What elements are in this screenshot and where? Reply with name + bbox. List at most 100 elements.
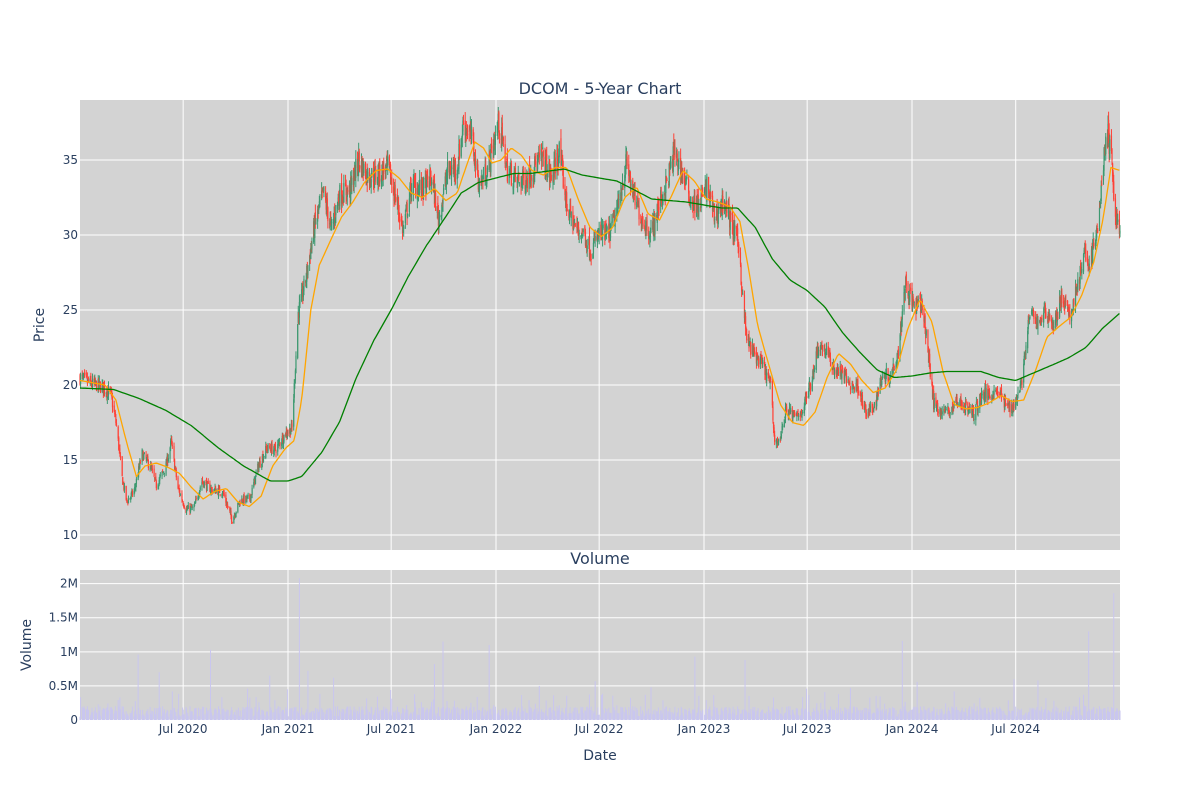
volume-bar bbox=[225, 711, 227, 720]
volume-bar bbox=[219, 714, 221, 720]
volume-bar bbox=[746, 711, 748, 720]
candle-body bbox=[225, 494, 227, 503]
volume-bar bbox=[315, 708, 317, 720]
volume-bar bbox=[370, 714, 372, 720]
volume-bar bbox=[341, 708, 343, 720]
volume-bar bbox=[959, 715, 961, 720]
candle-body bbox=[545, 152, 547, 156]
candle-body bbox=[213, 488, 216, 492]
volume-bar bbox=[837, 715, 839, 720]
volume-bar bbox=[502, 708, 504, 720]
candle-body bbox=[682, 173, 684, 175]
volume-bar bbox=[981, 715, 983, 720]
volume-bar bbox=[749, 715, 751, 720]
volume-bar bbox=[868, 711, 870, 720]
candle-body bbox=[293, 383, 295, 398]
candle-body bbox=[85, 372, 87, 376]
volume-bar bbox=[458, 708, 460, 720]
candle-body bbox=[277, 444, 279, 452]
volume-bar bbox=[513, 710, 515, 720]
candle-body bbox=[1111, 163, 1114, 177]
candle-body bbox=[959, 400, 961, 407]
volume-plot-area[interactable] bbox=[80, 570, 1120, 720]
candle-body bbox=[1027, 330, 1029, 349]
volume-bar bbox=[864, 714, 866, 720]
candle-body bbox=[881, 380, 883, 385]
volume-bar bbox=[899, 709, 901, 720]
volume-bar bbox=[629, 697, 631, 720]
candle-body bbox=[230, 510, 232, 517]
candle-body bbox=[1013, 404, 1015, 409]
candle-body bbox=[458, 144, 461, 159]
candle-body bbox=[391, 177, 393, 186]
candle-body bbox=[537, 158, 539, 170]
volume-bar bbox=[895, 710, 897, 720]
volume-bar bbox=[989, 712, 991, 720]
volume-bar bbox=[408, 715, 410, 720]
volume-bar bbox=[939, 715, 941, 720]
candle-body bbox=[549, 169, 551, 179]
candle-body bbox=[114, 412, 116, 416]
volume-bar bbox=[630, 709, 632, 720]
volume-bar bbox=[669, 714, 671, 720]
candle-body bbox=[450, 167, 453, 177]
volume-bar bbox=[255, 711, 257, 720]
volume-bar bbox=[1109, 711, 1111, 720]
price-y-tick-label: 25 bbox=[63, 303, 78, 317]
volume-bar bbox=[257, 711, 259, 720]
volume-bar bbox=[1013, 679, 1015, 720]
volume-bar bbox=[493, 713, 495, 720]
candle-body bbox=[964, 401, 967, 411]
candle-body bbox=[973, 418, 975, 421]
volume-bar bbox=[282, 710, 284, 720]
candle-body bbox=[1019, 391, 1021, 393]
volume-bar bbox=[221, 697, 223, 720]
volume-bar bbox=[1011, 711, 1013, 720]
volume-bar bbox=[1106, 710, 1108, 720]
volume-bar bbox=[445, 708, 447, 720]
candle-body bbox=[546, 169, 548, 181]
volume-bar bbox=[1001, 710, 1003, 720]
price-plot-area[interactable] bbox=[80, 100, 1120, 550]
volume-bar bbox=[202, 706, 204, 720]
volume-bar bbox=[162, 706, 164, 720]
volume-bar bbox=[835, 713, 837, 720]
volume-bar bbox=[865, 707, 867, 720]
candle-body bbox=[153, 468, 155, 477]
volume-bar bbox=[369, 713, 371, 720]
candle-body bbox=[249, 494, 251, 500]
candle-body bbox=[159, 476, 161, 481]
volume-bar bbox=[442, 641, 444, 720]
candle-body bbox=[847, 378, 849, 383]
volume-bar bbox=[933, 706, 935, 720]
volume-bar bbox=[195, 708, 197, 720]
volume-bar bbox=[841, 711, 843, 720]
candle-body bbox=[981, 393, 983, 396]
candle-body bbox=[469, 125, 471, 132]
volume-bar bbox=[286, 689, 288, 720]
volume-bar bbox=[1008, 711, 1010, 720]
volume-bar bbox=[600, 716, 602, 720]
volume-bar bbox=[917, 713, 919, 720]
volume-bar bbox=[995, 707, 997, 720]
candle-body bbox=[209, 483, 211, 492]
volume-bar bbox=[701, 712, 703, 720]
volume-bar bbox=[247, 688, 249, 720]
candle-body bbox=[568, 209, 570, 218]
candle-body bbox=[825, 348, 828, 355]
volume-bar bbox=[584, 710, 586, 720]
volume-bar bbox=[589, 710, 591, 720]
candle-body bbox=[901, 320, 903, 328]
volume-bar bbox=[106, 707, 108, 720]
volume-bar bbox=[333, 716, 335, 720]
candle-body bbox=[650, 228, 652, 230]
volume-bar bbox=[852, 713, 854, 720]
candle-body bbox=[86, 376, 88, 378]
volume-bar bbox=[177, 708, 179, 720]
volume-bar bbox=[969, 713, 971, 720]
volume-bar bbox=[103, 708, 105, 720]
volume-bar bbox=[775, 708, 777, 720]
candle-body bbox=[243, 494, 245, 503]
candle-body bbox=[342, 197, 344, 200]
candle-body bbox=[953, 406, 955, 407]
